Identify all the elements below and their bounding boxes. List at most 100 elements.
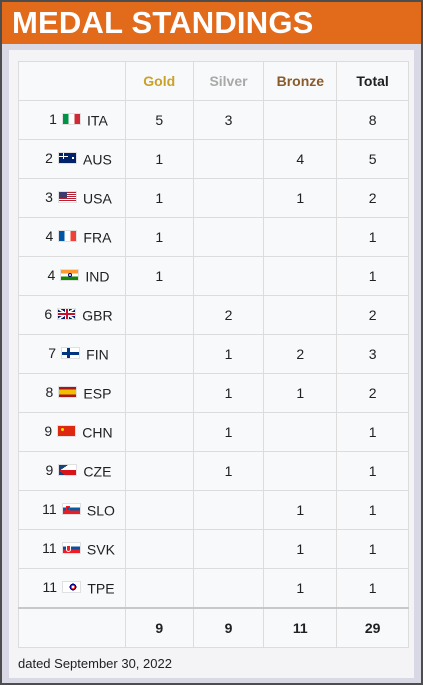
nation-code: TPE [87, 580, 115, 597]
total-column-header: Total [336, 61, 409, 101]
nation-cell: 6 GBR [18, 295, 126, 335]
nation-code: FRA [83, 229, 112, 246]
silver-count [192, 568, 265, 608]
bronze-count: 1 [263, 568, 338, 608]
silver-count: 1 [192, 451, 265, 491]
nation-cell: 1 ITA [18, 100, 126, 140]
great-britain-flag-icon [57, 308, 77, 321]
nation-code: ESP [83, 385, 112, 402]
australia-flag-icon [58, 152, 78, 165]
silver-count: 1 [192, 373, 265, 413]
table-row: 4 FRA 1 1 [18, 217, 409, 257]
rank: 11 [42, 540, 57, 557]
gold-count: 1 [124, 217, 194, 257]
gold-count [124, 295, 194, 335]
total-count: 1 [336, 568, 409, 608]
nation-code: SVK [86, 541, 115, 558]
silver-count: 1 [192, 334, 265, 374]
bronze-count: 2 [263, 334, 338, 374]
nation-code: IND [85, 268, 110, 285]
italy-flag-icon [62, 113, 82, 126]
silver-count [192, 529, 265, 569]
finland-flag-icon [61, 347, 81, 360]
widget-title: MEDAL STANDINGS [2, 2, 421, 44]
table-row: 8 ESP 1 1 2 [18, 373, 409, 413]
rank: 4 [47, 267, 56, 284]
rank: 6 [44, 306, 53, 323]
bronze-count [263, 295, 338, 335]
slovenia-flag-icon [61, 503, 81, 516]
rank: 9 [44, 423, 53, 440]
silver-count [192, 490, 265, 530]
bronze-count [263, 412, 338, 452]
table-row: 11 SLO 1 1 [18, 490, 409, 530]
nation-code: SLO [86, 502, 115, 519]
table-row: 1 ITA 5 3 8 [18, 100, 409, 140]
dated-note: dated September 30, 2022 [18, 656, 172, 671]
gold-count [124, 451, 194, 491]
gold-column-header: Gold [124, 61, 194, 101]
total-count: 1 [336, 490, 409, 530]
table-row: 11 TPE 1 1 [18, 568, 409, 608]
total-count: 1 [336, 256, 409, 296]
nation-cell: 3 USA [18, 178, 126, 218]
gold-count: 1 [124, 139, 194, 179]
silver-count: 1 [192, 412, 265, 452]
gold-count: 1 [124, 178, 194, 218]
medal-table: Gold Silver Bronze Total 1 ITA 5 3 8 2 AUS 1 4 5 3… [18, 61, 409, 648]
nation-cell: 4 IND [18, 256, 126, 296]
rank: 2 [45, 150, 53, 167]
nation-cell: 2 AUS [18, 139, 126, 179]
usa-flag-icon [58, 191, 78, 204]
nation-cell: 11 SVK [18, 529, 126, 569]
gold-count [124, 334, 194, 374]
table-row: 6 GBR 2 2 [18, 295, 409, 335]
bronze-count [263, 217, 338, 257]
gold-count: 1 [124, 256, 194, 296]
rank: 9 [45, 462, 54, 479]
total-count: 2 [336, 295, 409, 335]
table-row: 3 USA 1 1 2 [18, 178, 409, 218]
spain-flag-icon [58, 386, 78, 399]
nation-code: USA [83, 190, 112, 207]
nation-code: GBR [82, 307, 113, 324]
table-row: 9 CHN 1 1 [18, 412, 409, 452]
rank: 3 [45, 189, 53, 206]
silver-count: 2 [192, 295, 265, 335]
bronze-count: 4 [263, 139, 338, 179]
india-flag-icon [60, 269, 80, 282]
chinese-taipei-flag-icon [62, 581, 82, 594]
table-row: 11 SVK 1 1 [18, 529, 409, 569]
gold-count: 5 [124, 100, 194, 140]
rank: 11 [42, 501, 57, 518]
table-row: 4 IND 1 1 [18, 256, 409, 296]
nation-column-header [18, 61, 126, 101]
total-count: 1 [336, 451, 409, 491]
silver-column-header: Silver [192, 61, 265, 101]
nation-cell: 9 CHN [18, 412, 126, 452]
table-header-row: Gold Silver Bronze Total [18, 61, 409, 101]
czech-flag-icon [58, 464, 78, 477]
bronze-count [263, 100, 338, 140]
silver-count: 3 [192, 100, 265, 140]
rank: 8 [45, 384, 54, 401]
silver-count [192, 139, 265, 179]
total-total: 29 [336, 606, 409, 648]
gold-count [124, 373, 194, 413]
gold-count [124, 568, 194, 608]
nation-cell: 11 TPE [18, 568, 126, 608]
nation-code: FIN [86, 346, 109, 363]
nation-code: CHN [82, 424, 113, 441]
total-count: 1 [336, 217, 409, 257]
gold-count [124, 412, 194, 452]
table-row: 9 CZE 1 1 [18, 451, 409, 491]
china-flag-icon [57, 425, 77, 438]
total-count: 2 [336, 373, 409, 413]
total-bronze: 11 [263, 606, 338, 648]
rank: 11 [42, 579, 58, 596]
totals-label-cell [18, 606, 126, 648]
nation-cell: 8 ESP [18, 373, 126, 413]
bronze-column-header: Bronze [263, 61, 338, 101]
total-count: 1 [336, 529, 409, 569]
